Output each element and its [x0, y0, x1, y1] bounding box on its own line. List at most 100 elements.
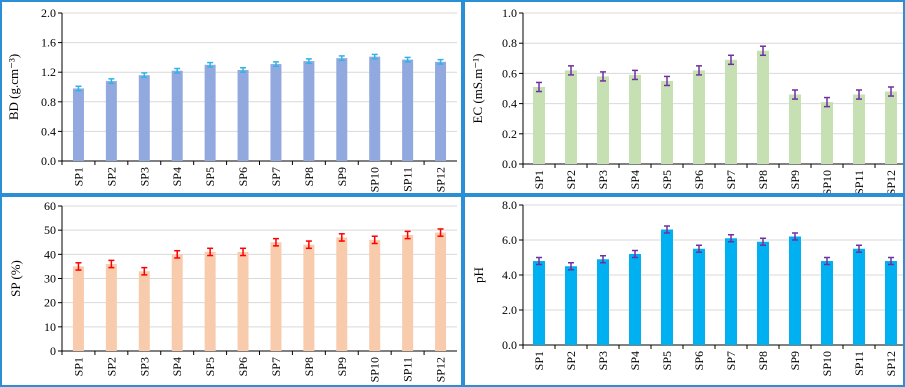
error-bar-sp8	[305, 240, 312, 250]
y-tick-label: 0.4	[41, 124, 56, 138]
bar-sp4	[171, 254, 183, 351]
chart-svg: 0.0 0.4 0.8 1.2 1.6 2.0 SP1 SP2 SP3 SP4 SP5 SP6 SP7 S…	[6, 6, 457, 192]
x-tick-label: SP5	[203, 357, 217, 376]
bar-sp12	[435, 232, 447, 351]
bar-sp4	[629, 254, 641, 345]
error-bar-sp2	[568, 65, 574, 76]
bar-sp1	[533, 86, 545, 164]
bar-sp11	[853, 94, 865, 164]
bar-sp12	[435, 61, 447, 162]
y-tick-label: 0.4	[502, 97, 517, 111]
bar-sp5	[661, 229, 673, 345]
bar-sp2	[565, 266, 577, 345]
y-tick-label: 0.8	[502, 36, 517, 50]
y-axis-label: BD (g.cm⁻³)	[6, 54, 21, 120]
bar-sp5	[661, 80, 673, 164]
error-bar-sp10	[824, 96, 830, 108]
error-bar-sp1	[75, 85, 82, 92]
ec-chart-panel: 0.0 0.2 0.4 0.6 0.8 1.0 SP1 SP2 SP3 SP4 SP5 SP6 SP7 S…	[463, 0, 905, 195]
error-bar-sp5	[664, 75, 670, 87]
bar-sp4	[629, 74, 641, 164]
bar-sp11	[402, 235, 414, 351]
error-bar-sp5	[207, 61, 214, 68]
x-tick-label: SP7	[269, 167, 283, 186]
bar-sp1	[533, 261, 545, 345]
x-tick-label: SP12	[884, 351, 898, 376]
x-tick-label: SP9	[788, 351, 802, 370]
error-bar-sp8	[760, 237, 766, 246]
y-axis-label: EC (mS.m⁻¹)	[470, 54, 485, 124]
x-tick-label: SP7	[724, 170, 738, 189]
error-bar-sp10	[371, 235, 378, 245]
bar-sp3	[138, 271, 150, 351]
bar-sp10	[369, 239, 381, 351]
error-bar-sp1	[536, 256, 542, 266]
error-bar-sp4	[632, 249, 638, 259]
error-bar-sp3	[141, 72, 148, 79]
x-tick-label: SP12	[884, 170, 898, 193]
x-tick-label: SP1	[71, 167, 85, 186]
x-tick-label: SP5	[660, 351, 674, 370]
x-tick-label: SP11	[852, 170, 866, 193]
x-tick-label: SP3	[596, 351, 610, 370]
y-tick-label: 40	[44, 247, 56, 261]
bar-sp6	[237, 69, 249, 161]
x-tick-label: SP10	[368, 357, 382, 382]
bar-sp12	[885, 91, 897, 164]
error-bar-sp10	[824, 256, 830, 266]
error-bar-sp9	[338, 233, 345, 242]
y-tick-label: 0	[50, 344, 56, 358]
y-axis-label: SP (%)	[8, 260, 23, 297]
x-tick-label: SP10	[820, 351, 834, 376]
error-bar-sp11	[404, 56, 411, 63]
bar-sp6	[237, 251, 249, 351]
x-tick-label: SP9	[335, 167, 349, 186]
y-tick-label: 8.0	[502, 198, 517, 212]
error-bar-sp6	[696, 65, 702, 76]
x-tick-label: SP6	[236, 167, 250, 186]
x-tick-label: SP9	[788, 170, 802, 189]
error-bar-sp12	[888, 86, 894, 97]
error-bar-sp3	[600, 71, 606, 82]
error-bar-sp9	[338, 55, 345, 62]
x-tick-label: SP4	[628, 170, 642, 189]
x-tick-label: SP4	[628, 351, 642, 370]
x-tick-label: SP2	[564, 170, 578, 189]
y-tick-label: 0.6	[502, 66, 517, 80]
error-bar-sp8	[305, 58, 312, 65]
y-tick-label: 2.0	[41, 6, 56, 20]
x-tick-label: SP5	[203, 167, 217, 186]
sp-chart-panel: 0 10 20 30 40 50 60 SP1 SP2 SP3 SP4 SP5 SP6 SP7 SP8 SP9…	[0, 195, 463, 387]
bar-sp11	[853, 248, 865, 345]
bar-sp5	[204, 64, 216, 161]
bar-sp9	[336, 58, 348, 161]
y-tick-label: 20	[44, 296, 56, 310]
x-tick-label: SP11	[401, 167, 415, 192]
error-bar-sp9	[792, 89, 798, 100]
bar-sp3	[138, 75, 150, 161]
x-tick-label: SP2	[104, 357, 118, 376]
bar-sp10	[821, 261, 833, 345]
y-tick-label: 6.0	[502, 233, 517, 247]
bar-sp9	[789, 236, 801, 345]
y-tick-label: 0.0	[502, 157, 517, 171]
error-bar-sp6	[696, 244, 702, 253]
bd-chart-panel: 0.0 0.4 0.8 1.2 1.6 2.0 SP1 SP2 SP3 SP4 SP5 SP6 SP7 S…	[0, 0, 463, 195]
y-tick-label: 1.2	[41, 65, 56, 79]
x-tick-label: SP7	[269, 357, 283, 376]
error-bar-sp6	[240, 247, 247, 257]
x-tick-label: SP12	[434, 357, 448, 382]
x-tick-label: SP8	[756, 351, 770, 370]
x-tick-label: SP3	[596, 170, 610, 189]
x-tick-label: SP7	[724, 351, 738, 370]
error-bar-sp4	[174, 249, 181, 259]
error-bar-sp3	[141, 266, 148, 276]
x-tick-label: SP2	[564, 351, 578, 370]
bar-sp12	[885, 261, 897, 345]
chart-svg: 0.0 0.2 0.4 0.6 0.8 1.0 SP1 SP2 SP3 SP4 SP5 SP6 SP7 S…	[470, 6, 903, 193]
error-bar-sp1	[536, 81, 542, 93]
error-bar-sp12	[437, 58, 444, 65]
x-tick-label: SP6	[692, 351, 706, 370]
x-tick-label: SP12	[434, 167, 448, 192]
x-tick-label: SP4	[170, 167, 184, 186]
